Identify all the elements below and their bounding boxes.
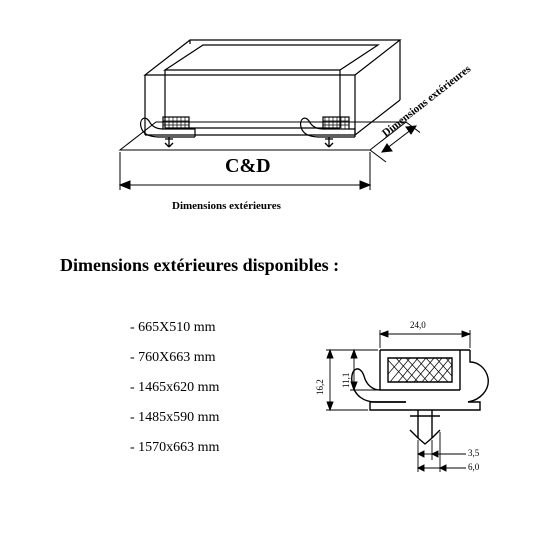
profile-dim-left-outer: 16,2 xyxy=(315,379,325,395)
profile-cross-section xyxy=(310,310,510,490)
profile-dim-left-inner: 11,1 xyxy=(341,373,351,388)
dimension-item: - 1485x590 mm xyxy=(130,410,219,426)
iso-bottom-axis-label: Dimensions extérieures xyxy=(172,200,281,212)
dimension-item: - 665X510 mm xyxy=(130,320,216,336)
dimensions-heading: Dimensions extérieures disponibles : xyxy=(60,255,339,276)
dimension-item: - 760X663 mm xyxy=(130,350,216,366)
dimension-item: - 1570x663 mm xyxy=(130,440,219,456)
profile-dim-bottom-inner: 3,5 xyxy=(468,448,479,458)
profile-dim-bottom-outer: 6,0 xyxy=(468,462,479,472)
dimension-item: - 1465x620 mm xyxy=(130,380,219,396)
profile-dim-top: 24,0 xyxy=(410,320,426,330)
page-canvas: C&D Dimensions extérieures Dimensions ex… xyxy=(0,0,550,550)
iso-center-label: C&D xyxy=(225,155,271,178)
